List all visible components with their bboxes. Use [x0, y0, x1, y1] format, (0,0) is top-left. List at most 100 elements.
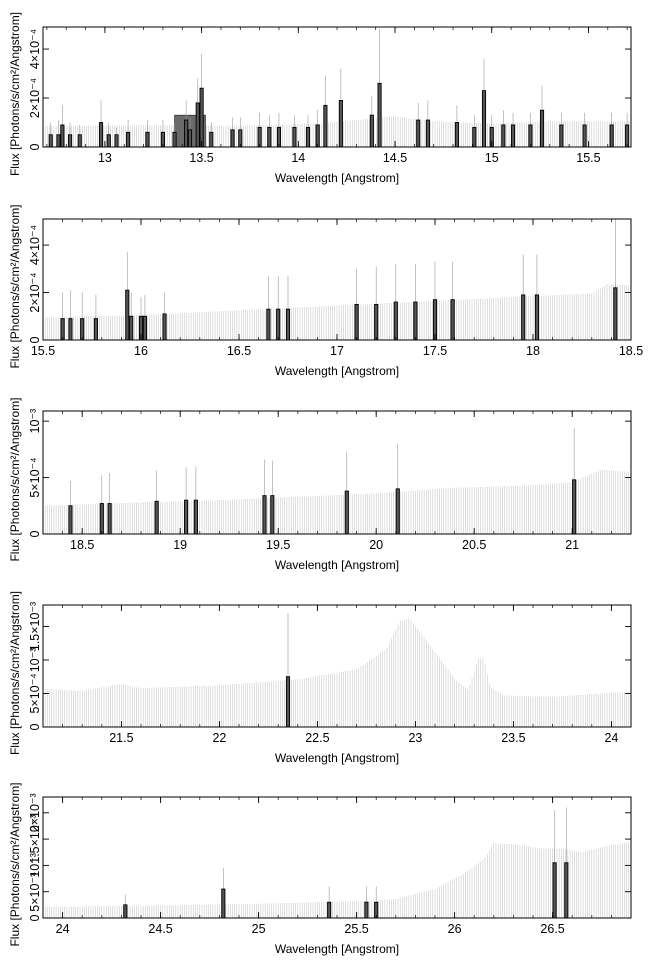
line-bar — [305, 126, 311, 147]
y-tick-label: 10⁻³ — [28, 853, 42, 878]
x-tick-label: 18.5 — [70, 538, 94, 552]
line-bar — [184, 499, 189, 534]
x-tick-label: 19 — [173, 538, 187, 552]
y-tick-label: 4×10⁻⁴ — [28, 225, 42, 265]
line-bar — [292, 126, 297, 147]
y-tick-label: 1.5×10⁻³ — [28, 602, 42, 651]
line-bar — [338, 100, 343, 147]
line-bar — [276, 308, 281, 340]
panel-4: 21.5 22 22.5 23 23.5 24 0 5×10⁻⁴10⁻³1.5×10⁻³ Wav… — [8, 591, 632, 765]
line-bar — [510, 124, 516, 147]
line-bar — [60, 124, 65, 147]
line-bar — [154, 500, 159, 534]
x-tick-label: 23 — [408, 731, 422, 745]
line-bar — [68, 505, 73, 534]
line-bar — [609, 124, 614, 147]
line-bar — [374, 303, 379, 340]
panel-3: 18.5 19 19.5 20 20.5 21 0 5×10⁻⁴ 10⁻³ Wavelength … — [8, 397, 632, 572]
line-bar — [107, 503, 112, 534]
line-bar — [106, 134, 111, 147]
x-tick-label: 13 — [98, 151, 112, 165]
line-bar — [528, 124, 533, 147]
x-tick-label: 22 — [212, 731, 226, 745]
x-tick-label: 24.5 — [148, 922, 172, 936]
line-bar — [481, 90, 487, 147]
y-tick-label: 2×10⁻⁴ — [28, 272, 42, 312]
x-axis-label: Wavelength [Angstrom] — [275, 558, 399, 572]
line-bar — [199, 87, 204, 147]
line-bar — [257, 126, 262, 147]
y-tick-label: 5×10⁻⁴ — [28, 673, 42, 713]
x-tick-label: 24 — [56, 922, 70, 936]
line-bar — [195, 102, 200, 147]
y-axis-label: Flux [Photons/s/cm²/Angstrom] — [8, 204, 22, 368]
y-tick-label: 4×10⁻⁴ — [28, 29, 42, 69]
panel-1: 13 13.5 14 14.5 15 15.5 0 2×10⁻⁴ 4×10⁻⁴ Wavelengt… — [8, 12, 632, 185]
x-tick-label: 13.5 — [189, 151, 213, 165]
line-bar — [454, 122, 459, 147]
line-bar — [93, 318, 98, 340]
line-bar — [432, 299, 438, 340]
line-bar — [126, 131, 131, 147]
y-axis-label: Flux [Photons/s/cm²/Angstrom] — [8, 397, 22, 561]
x-tick-label: 21 — [565, 538, 579, 552]
line-bar — [613, 287, 618, 340]
line-bar — [364, 901, 369, 918]
x-tick-label: 20 — [369, 538, 383, 552]
line-bar — [162, 313, 167, 340]
line-bar — [315, 124, 320, 147]
line-bar — [230, 129, 235, 147]
line-bar — [327, 901, 332, 918]
y-tick-label: 10⁻³ — [28, 648, 42, 673]
y-tick-label: 1.5×10⁻³ — [28, 814, 42, 863]
x-tick-label: 21.5 — [109, 731, 133, 745]
line-bar — [285, 676, 291, 727]
line-bar — [125, 289, 130, 340]
line-bar — [564, 862, 569, 918]
panel-2: 15.5 16 16.5 17 17.5 18 18.5 0 2×10⁻⁴ 4×10⁻⁴ Wavel… — [8, 204, 643, 378]
line-bar — [425, 119, 430, 147]
plot-area — [43, 29, 631, 147]
line-bar — [221, 888, 226, 918]
x-tick-label: 25 — [252, 922, 266, 936]
y-tick-label: 2×10⁻⁴ — [28, 78, 42, 118]
line-bar — [266, 308, 271, 340]
line-bar — [123, 904, 128, 918]
line-bar — [374, 901, 379, 918]
line-bar — [450, 299, 455, 340]
x-tick-label: 18.5 — [619, 344, 643, 358]
line-bar — [369, 114, 374, 147]
line-bar — [377, 82, 382, 147]
line-bar — [142, 315, 147, 340]
x-tick-label: 19.5 — [266, 538, 290, 552]
x-tick-label: 20.5 — [462, 538, 486, 552]
plot-area — [43, 427, 630, 534]
x-tick-label: 16.5 — [227, 344, 251, 358]
line-bar — [521, 294, 526, 340]
plot-area — [43, 807, 630, 918]
line-bar — [267, 126, 272, 147]
line-bar — [270, 495, 275, 534]
line-bar — [393, 301, 398, 340]
x-tick-label: 17 — [330, 344, 344, 358]
line-bar — [184, 119, 189, 147]
x-tick-label: 18 — [526, 344, 540, 358]
y-tick-label: 0 — [28, 336, 42, 343]
y-tick-label: 10⁻³ — [28, 409, 42, 434]
x-tick-label: 15.5 — [576, 151, 600, 165]
x-tick-label: 14 — [291, 151, 305, 165]
line-bar — [416, 119, 421, 147]
y-tick-label: 0 — [28, 143, 42, 150]
line-bar — [99, 503, 104, 534]
line-bar — [129, 315, 134, 340]
line-bar — [68, 134, 73, 147]
line-bar — [238, 129, 243, 147]
line-bar — [354, 303, 359, 340]
line-bar — [56, 134, 61, 147]
y-tick-label: 0 — [28, 723, 42, 730]
x-tick-label: 23.5 — [501, 731, 525, 745]
continuum-model — [43, 469, 630, 534]
line-bar — [534, 294, 539, 340]
x-tick-label: 17.5 — [423, 344, 447, 358]
line-bar — [472, 126, 477, 147]
